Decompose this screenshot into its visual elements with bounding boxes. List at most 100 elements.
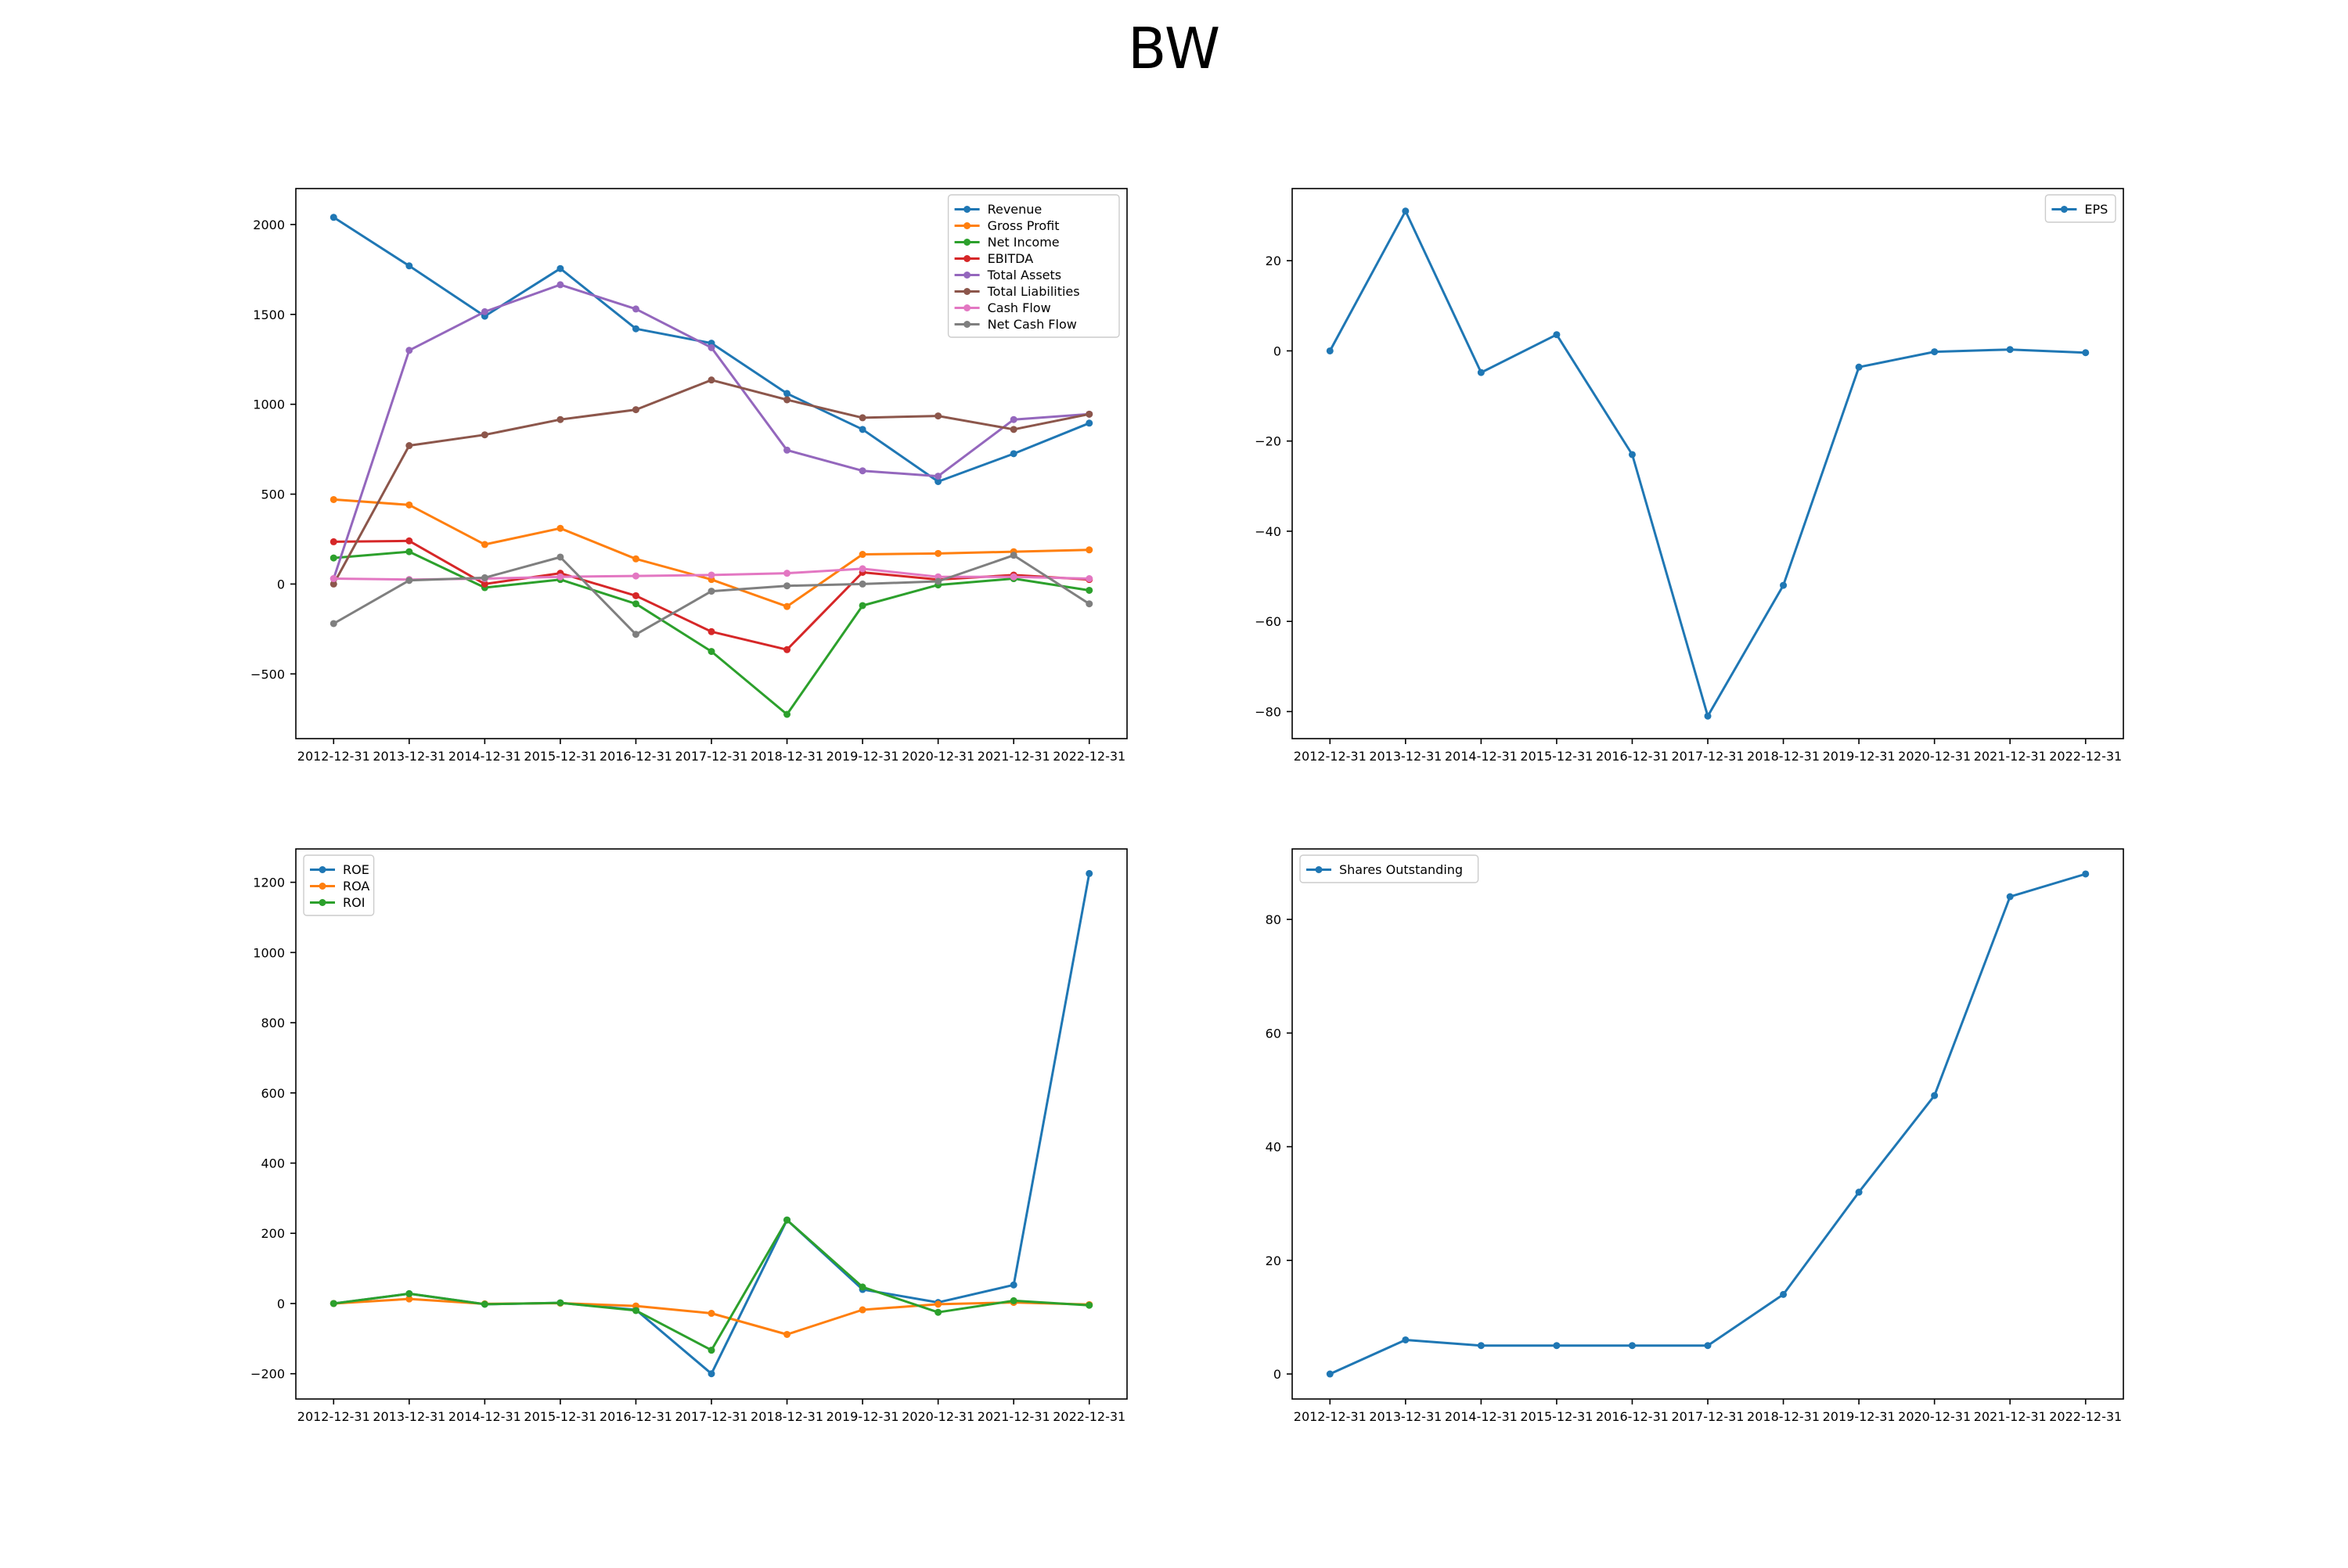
y-tick-label: 0 [277,577,285,592]
data-point [1704,1342,1712,1350]
data-point [330,214,337,221]
data-point [481,541,488,548]
data-point [708,571,715,579]
data-point [708,1310,715,1318]
chart-panel-1: −500 0 500 1000 1500 2000 2012-12-31 2013-12-31… [250,188,1128,764]
data-point [2006,346,2014,354]
data-point [935,1300,942,1308]
data-point [935,549,942,557]
series-gross-profit [330,495,1093,610]
x-tick-label: 2012-12-31 [1294,1409,1367,1424]
data-point [1553,331,1561,339]
series-roa [330,1295,1093,1338]
data-point [556,573,564,581]
data-point [1086,410,1093,418]
data-point [2006,893,2014,901]
legend: Shares Outstanding [1299,854,1479,883]
x-tick-label: 2015-12-31 [1520,749,1593,764]
legend-label: ROE [343,862,369,877]
x-tick-label: 2017-12-31 [675,749,748,764]
series-total-liabilities [330,376,1093,588]
chart-panel-2: −80 −60 −40 −20 0 20 2012-12-31 2013-12-31 2014-… [1255,188,2124,764]
data-point [708,343,715,351]
series-line [333,1218,1089,1352]
legend-marker [319,883,326,890]
legend-label: Gross Profit [988,218,1060,233]
data-point [935,473,942,480]
x-tick-label: 2020-12-31 [902,749,974,764]
data-point [1010,1296,1017,1304]
data-point [1326,1370,1334,1378]
y-tick-label: 400 [261,1156,285,1171]
data-point [935,477,942,485]
series-line [333,554,1090,636]
data-point [1931,1091,1939,1099]
data-point [632,572,639,580]
data-point [556,524,564,532]
data-point [632,305,639,313]
x-tick-label: 2018-12-31 [1747,749,1820,764]
data-point [1402,1336,1410,1343]
data-point [405,1295,413,1303]
legend-label: Cash Flow [988,300,1051,315]
data-point [935,412,942,420]
legend-label: Net Income [988,235,1060,250]
data-point [556,281,564,289]
y-tick-label: 200 [261,1226,285,1241]
series-eps [1326,207,2090,720]
y-tick-label: −200 [250,1367,285,1382]
data-point [405,501,413,509]
data-point [859,1306,866,1314]
data-point [708,628,715,635]
data-point [708,1370,715,1378]
data-point [632,600,639,608]
data-point [708,376,715,384]
legend-marker [2060,206,2068,213]
x-tick-label: 2014-12-31 [448,1409,521,1424]
chart-panel-3: −200 0 200 400 600 800 1000 1200 2012-12-31 2013-… [250,848,1128,1424]
data-point [783,390,791,397]
x-tick-label: 2017-12-31 [1672,1409,1745,1424]
y-tick-label: 0 [1273,1367,1281,1382]
data-point [783,1330,791,1338]
data-point [1704,712,1712,720]
data-point [935,1308,942,1316]
data-point [783,646,791,653]
legend-marker [963,272,971,279]
data-point [1855,1189,1863,1196]
data-point [330,1300,337,1307]
x-tick-label: 2018-12-31 [751,1409,823,1424]
x-tick-label: 2013-12-31 [1369,1409,1442,1424]
x-tick-label: 2022-12-31 [1053,749,1125,764]
data-point [708,648,715,656]
data-point [556,264,564,272]
data-point [405,347,413,354]
data-point [556,415,564,423]
data-point [1628,451,1636,459]
data-point [1010,1281,1017,1289]
y-tick-label: 1200 [253,876,285,890]
legend-label: Net Cash Flow [988,317,1077,332]
data-point [405,442,413,450]
data-point [1326,347,1334,354]
data-point [1477,369,1485,376]
legend-marker [963,206,971,213]
x-tick-label: 2019-12-31 [1823,749,1896,764]
x-tick-label: 2016-12-31 [1596,1409,1669,1424]
legend-marker [963,288,971,295]
data-point [783,710,791,718]
y-tick-label: 20 [1266,254,1281,268]
legend-marker [963,222,971,229]
data-point [632,631,639,638]
legend-marker [963,321,971,328]
data-point [1402,207,1410,215]
data-point [405,262,413,270]
data-point [1086,419,1093,427]
data-point [1010,450,1017,458]
x-tick-label: 2014-12-31 [448,749,521,764]
legend-label: Shares Outstanding [1339,862,1463,877]
